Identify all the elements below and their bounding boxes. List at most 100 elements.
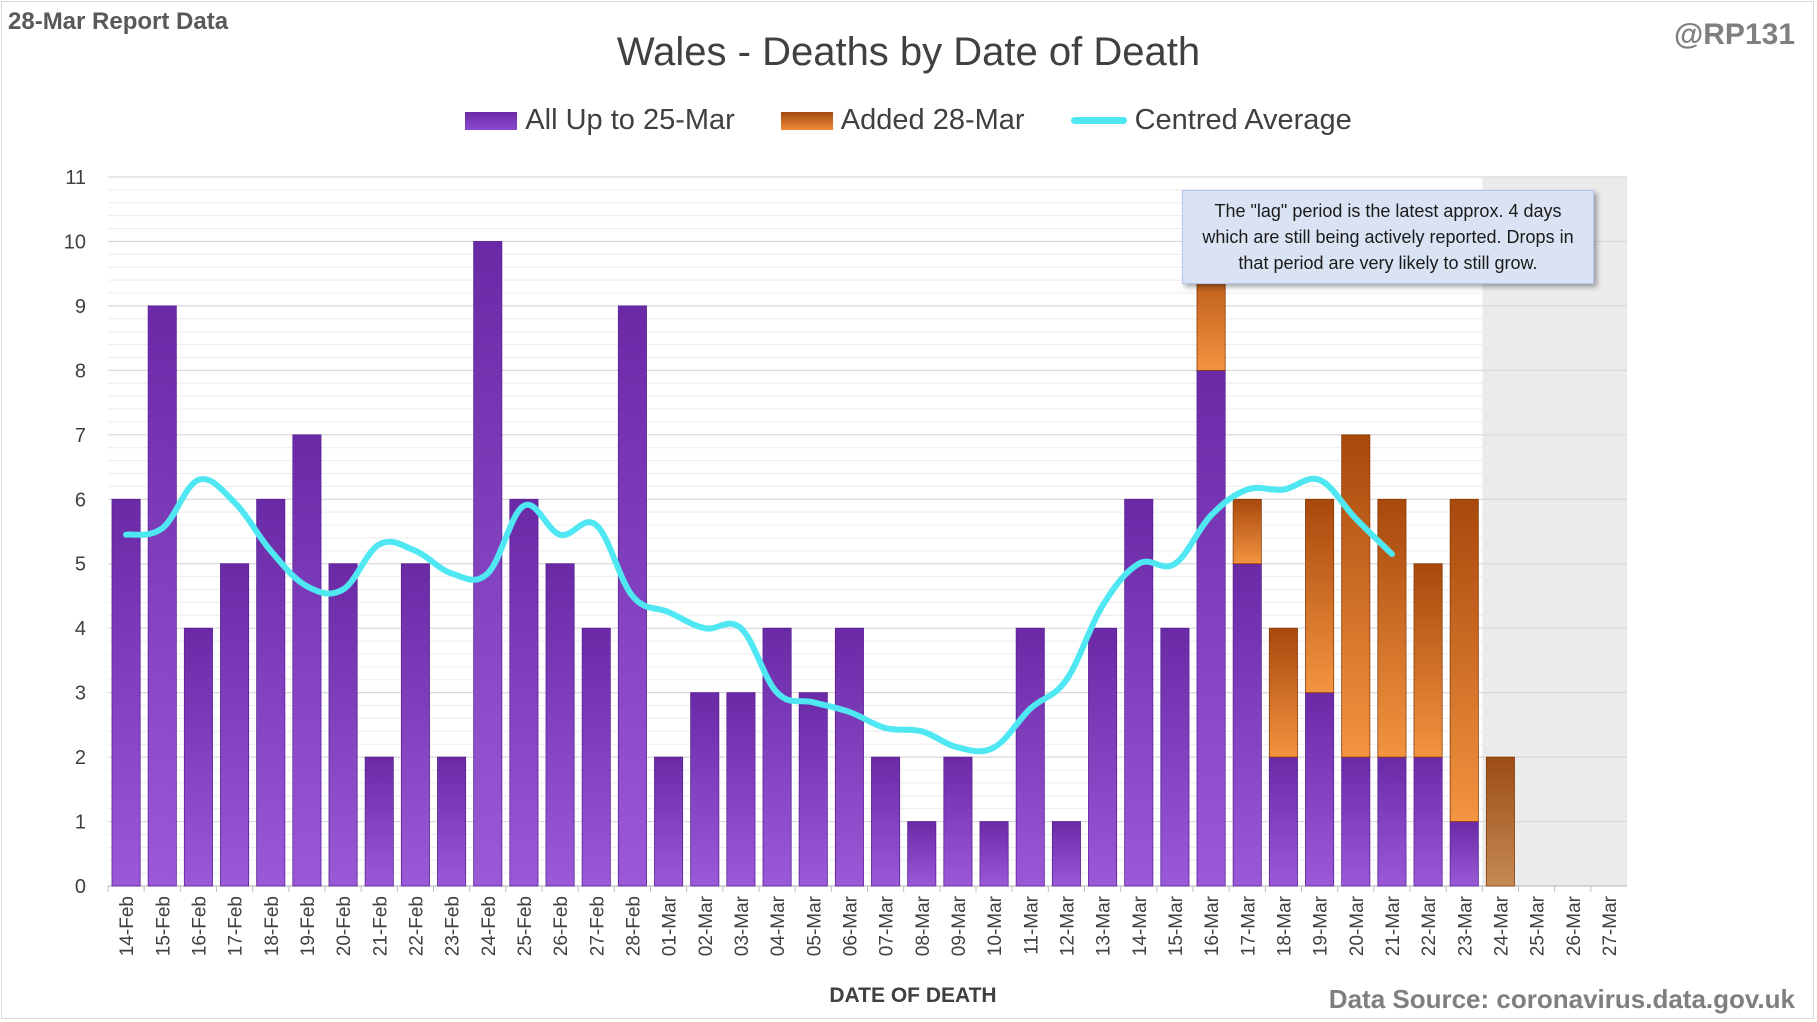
- x-tick-label: 14-Mar: [1130, 895, 1151, 956]
- bar-base: [1268, 756, 1298, 887]
- bar-base: [690, 692, 720, 887]
- y-tick-label: 11: [65, 167, 86, 189]
- y-tick-label: 5: [75, 554, 86, 576]
- x-tick-label: 06-Mar: [840, 895, 861, 956]
- x-tick-label: 16-Feb: [189, 896, 210, 956]
- bar-base: [1377, 756, 1407, 887]
- y-tick-label: 7: [75, 425, 86, 447]
- legend-swatch-added: [780, 111, 833, 130]
- legend-item-base: All Up to 25-Mar: [465, 104, 735, 137]
- x-tick-label: 01-Mar: [660, 895, 681, 956]
- x-tick-label: 15-Mar: [1166, 895, 1187, 956]
- report-label: 28-Mar Report Data: [8, 8, 229, 35]
- bar-base: [1088, 627, 1118, 887]
- bar-added: [1268, 627, 1298, 758]
- x-tick-label: 03-Mar: [732, 895, 753, 956]
- x-tick-label: 25-Feb: [515, 896, 536, 956]
- legend-label-average: Centred Average: [1134, 104, 1352, 136]
- y-tick-label: 6: [75, 489, 86, 511]
- bar-base: [654, 756, 684, 887]
- x-tick-label: 28-Feb: [623, 896, 644, 956]
- bar-base: [183, 627, 213, 887]
- bar-base: [1196, 369, 1226, 887]
- bar-base: [545, 563, 575, 887]
- x-tick-label: 11-Mar: [1021, 895, 1042, 954]
- bar-base: [1449, 821, 1479, 887]
- x-tick-label: 23-Feb: [443, 896, 464, 956]
- bar-base: [762, 627, 792, 887]
- bar-added: [1232, 498, 1262, 565]
- bar-added: [1377, 498, 1407, 758]
- x-tick-label: 20-Feb: [334, 896, 355, 956]
- bar-base: [256, 498, 286, 887]
- x-tick-label: 10-Mar: [985, 895, 1006, 956]
- chart-legend: All Up to 25-Mar Added 28-Mar Centred Av…: [0, 104, 1817, 137]
- x-tick-label: 19-Feb: [298, 896, 319, 956]
- x-tick-label: 22-Mar: [1419, 895, 1440, 956]
- bar-base: [328, 563, 358, 887]
- x-tick-label: 19-Mar: [1311, 895, 1332, 956]
- bar-base: [111, 498, 141, 887]
- x-tick-label: 04-Mar: [768, 895, 789, 956]
- y-tick-label: 1: [75, 812, 86, 834]
- y-tick-label: 0: [75, 876, 86, 898]
- x-tick-label: 26-Mar: [1564, 895, 1585, 956]
- bar-base: [400, 563, 430, 887]
- bar-base: [364, 756, 394, 887]
- x-tick-label: 25-Mar: [1528, 895, 1549, 956]
- y-tick-label: 3: [75, 683, 86, 705]
- x-tick-label: 17-Mar: [1238, 895, 1259, 956]
- x-tick-label: 14-Feb: [117, 896, 138, 956]
- legend-item-average: Centred Average: [1070, 104, 1352, 137]
- x-tick-label: 24-Feb: [479, 896, 500, 956]
- bar-base: [147, 305, 177, 887]
- bar-base: [1124, 498, 1154, 887]
- x-tick-label: 08-Mar: [913, 895, 934, 956]
- x-tick-label: 05-Mar: [804, 895, 825, 956]
- bar-base: [1160, 627, 1190, 887]
- x-tick-label: 12-Mar: [1057, 895, 1078, 956]
- bar-base: [1015, 627, 1045, 887]
- x-tick-label: 17-Feb: [226, 896, 247, 956]
- bar-base: [1413, 756, 1443, 887]
- bar-base: [1305, 692, 1335, 887]
- bar-base: [292, 434, 322, 887]
- bar-base: [907, 821, 937, 887]
- x-tick-label: 18-Feb: [262, 896, 283, 956]
- bar-base: [871, 756, 901, 887]
- bar-base: [1051, 821, 1081, 887]
- bar-base: [834, 627, 864, 887]
- bar-base: [726, 692, 756, 887]
- x-tick-label: 13-Mar: [1094, 895, 1115, 956]
- y-tick-label: 8: [75, 360, 86, 382]
- bar-base: [943, 756, 973, 887]
- bar-base: [509, 498, 539, 887]
- bar-base: [1341, 756, 1371, 887]
- chart-title: Wales - Deaths by Date of Death: [616, 30, 1201, 74]
- y-tick-label: 10: [64, 231, 86, 253]
- legend-label-added: Added 28-Mar: [840, 104, 1025, 136]
- bar-base: [220, 563, 250, 887]
- legend-label-base: All Up to 25-Mar: [525, 104, 735, 136]
- x-tick-label: 20-Mar: [1347, 895, 1368, 956]
- y-tick-label: 9: [75, 296, 86, 318]
- y-tick-label: 2: [75, 747, 86, 769]
- bar-added: [1305, 498, 1335, 694]
- bar-added: [1485, 756, 1515, 887]
- x-tick-label: 22-Feb: [406, 896, 427, 956]
- x-axis-title: DATE OF DEATH: [829, 984, 997, 1007]
- bar-added: [1413, 563, 1443, 758]
- bar-base: [979, 821, 1009, 887]
- x-tick-label: 21-Mar: [1383, 895, 1404, 956]
- x-tick-label: 27-Feb: [587, 896, 608, 956]
- x-tick-label: 24-Mar: [1491, 895, 1512, 956]
- x-tick-label: 27-Mar: [1600, 895, 1621, 956]
- data-source: Data Source: coronavirus.data.gov.uk: [1328, 984, 1795, 1014]
- x-tick-label: 09-Mar: [949, 895, 970, 956]
- bar-added: [1449, 498, 1479, 822]
- y-tick-label: 4: [75, 618, 86, 640]
- x-tick-label: 16-Mar: [1202, 895, 1223, 956]
- legend-swatch-average: [1070, 117, 1127, 124]
